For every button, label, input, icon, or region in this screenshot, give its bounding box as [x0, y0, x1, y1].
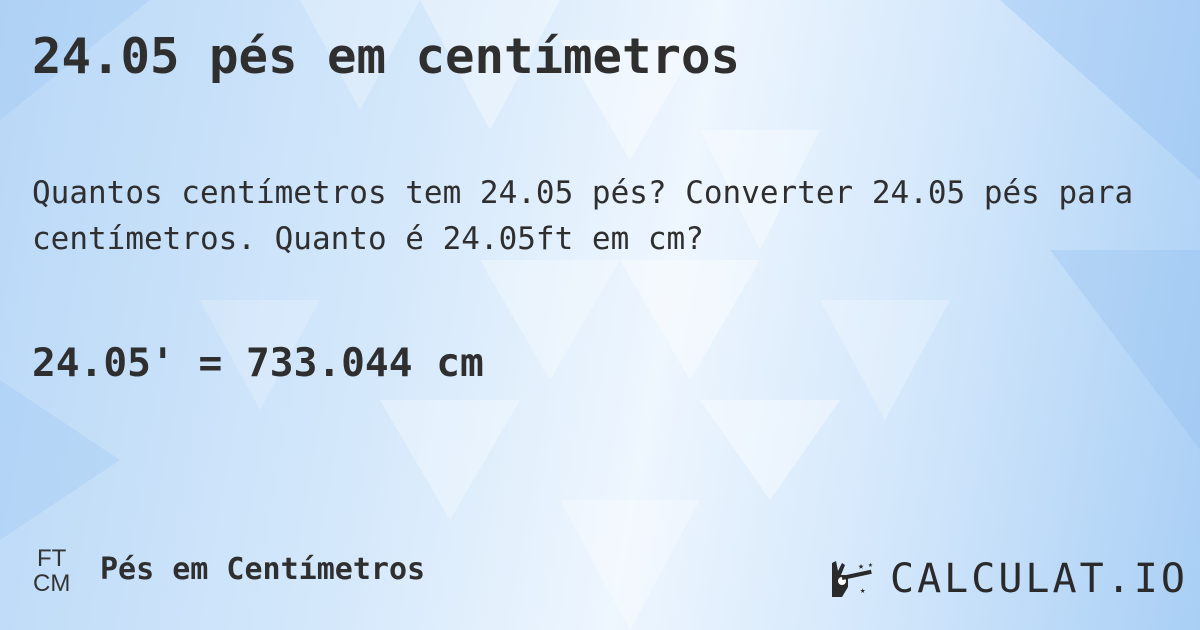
svg-text:★: ★ — [868, 560, 873, 569]
category-label: Pés em Centímetros — [100, 552, 426, 587]
ft-cm-unit-icon: FT CM — [33, 546, 70, 596]
unit-icon-top: FT — [37, 545, 67, 572]
svg-text:★: ★ — [858, 561, 864, 572]
conversion-question: Quantos centímetros tem 24.05 pés? Conve… — [32, 175, 1134, 257]
logo-text: CALCULAT.IO — [890, 556, 1188, 602]
calculat-logo[interactable]: ★ ★ ★ CALCULAT.IO — [828, 556, 1188, 602]
hand-magic-wand-icon: ★ ★ ★ — [832, 560, 873, 597]
svg-text:★: ★ — [860, 586, 866, 596]
conversion-result: 24.05' = 733.044 cm — [32, 340, 484, 386]
unit-icon-bottom: CM — [33, 570, 71, 597]
page-title: 24.05 pés em centímetros — [32, 28, 741, 85]
